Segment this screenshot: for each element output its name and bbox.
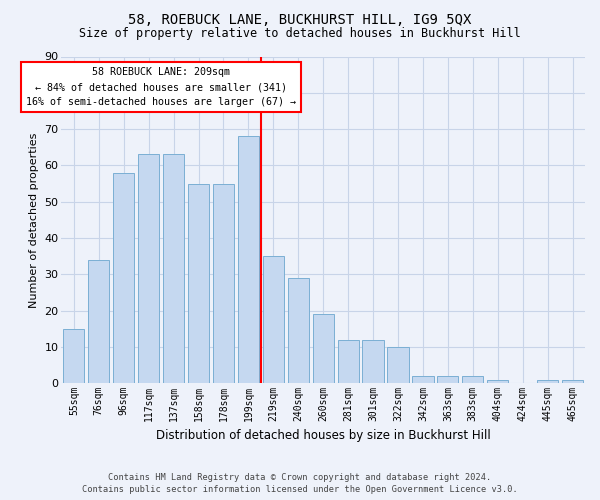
Y-axis label: Number of detached properties: Number of detached properties [29, 132, 39, 308]
Bar [562, 380, 583, 383]
X-axis label: Distribution of detached houses by size in Buckhurst Hill: Distribution of detached houses by size … [156, 430, 491, 442]
Bar [537, 380, 558, 383]
Text: Contains HM Land Registry data © Crown copyright and database right 2024.
Contai: Contains HM Land Registry data © Crown c… [82, 472, 518, 494]
Bar [138, 154, 159, 383]
Text: Size of property relative to detached houses in Buckhurst Hill: Size of property relative to detached ho… [79, 28, 521, 40]
Bar [188, 184, 209, 383]
Bar [263, 256, 284, 383]
Bar [213, 184, 234, 383]
Bar [287, 278, 309, 383]
Bar [63, 328, 85, 383]
Bar [412, 376, 434, 383]
Bar [313, 314, 334, 383]
Bar [163, 154, 184, 383]
Bar [88, 260, 109, 383]
Text: 58, ROEBUCK LANE, BUCKHURST HILL, IG9 5QX: 58, ROEBUCK LANE, BUCKHURST HILL, IG9 5Q… [128, 12, 472, 26]
Bar [437, 376, 458, 383]
Text: 58 ROEBUCK LANE: 209sqm
← 84% of detached houses are smaller (341)
16% of semi-d: 58 ROEBUCK LANE: 209sqm ← 84% of detache… [26, 68, 296, 107]
Bar [238, 136, 259, 383]
Bar [113, 172, 134, 383]
Bar [338, 340, 359, 383]
Bar [362, 340, 383, 383]
Bar [462, 376, 484, 383]
Bar [388, 347, 409, 383]
Bar [487, 380, 508, 383]
